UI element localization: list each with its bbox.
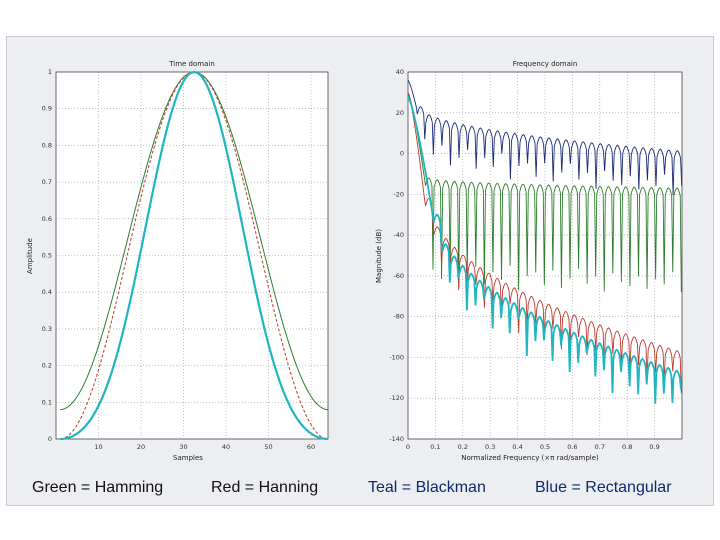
freq-xlabel: Normalized Frequency (×π rad/sample)	[461, 454, 599, 462]
freq-series-blackman	[407, 96, 682, 404]
freq-y-tick: -60	[393, 272, 404, 280]
legend-rectangular: Blue = Rectangular	[535, 479, 672, 496]
frequency-domain-panel: 0 0.1 0.2 0.3 0.4 0.5 0.6 0.7 0.8 0.9 -140 -120 -100…	[375, 60, 683, 462]
legend-hanning: Red = Hanning	[211, 479, 319, 496]
time-ylabel: Amplitude	[26, 238, 34, 274]
time-series-blackman	[60, 70, 329, 441]
time-y-tick: 0.7	[42, 178, 52, 186]
freq-y-tick: -120	[389, 394, 404, 402]
freq-x-tick: 0.4	[512, 443, 522, 451]
time-xlabel: Samples	[173, 454, 203, 462]
freq-series-group	[407, 79, 683, 404]
freq-x-tick: 0.5	[540, 443, 550, 451]
freq-x-tick: 0.8	[622, 443, 632, 451]
freq-series-rectangular	[407, 79, 683, 195]
time-x-tick: 40	[222, 443, 230, 451]
time-x-tick: 30	[179, 443, 187, 451]
freq-y-tick: -20	[393, 190, 404, 198]
time-x-tick: 60	[307, 443, 315, 451]
time-y-tick: 0.4	[42, 288, 52, 296]
time-y-tick: 0.8	[42, 141, 52, 149]
freq-series-hamming	[407, 92, 682, 293]
time-y-tick: 0	[48, 435, 52, 443]
time-y-tick: 0.6	[42, 215, 52, 223]
freq-x-tick: 0.3	[485, 443, 495, 451]
freq-x-tick: 0.9	[649, 443, 659, 451]
freq-x-tick: 0	[406, 443, 410, 451]
legend-hamming: Green = Hamming	[32, 479, 164, 496]
freq-title: Frequency domain	[513, 60, 578, 68]
freq-x-tick: 0.1	[430, 443, 440, 451]
time-tick-labels: 10 20 30 40 50 60 0 0.1 0.2 0.3 0.4 0.5 0.6 0.7 0.8 0.9…	[42, 68, 315, 451]
time-grid	[56, 72, 328, 439]
time-domain-panel: 10 20 30 40 50 60 0 0.1 0.2 0.3 0.4 0.5 0.6 0.7 0.8 0.9…	[26, 60, 329, 462]
legend-blackman: Teal = Blackman	[368, 479, 486, 496]
freq-x-tick: 0.7	[595, 443, 605, 451]
time-x-tick: 20	[137, 443, 145, 451]
freq-x-tick: 0.6	[567, 443, 577, 451]
time-title: Time domain	[168, 60, 215, 68]
time-y-tick: 0.5	[42, 252, 52, 260]
freq-tick-labels: 0 0.1 0.2 0.3 0.4 0.5 0.6 0.7 0.8 0.9 -140 -120 -100…	[389, 68, 660, 451]
time-y-tick: 0.2	[42, 362, 52, 370]
freq-y-tick: -80	[393, 313, 404, 321]
time-y-tick: 0.9	[42, 105, 52, 113]
time-series-hanning	[60, 71, 329, 440]
freq-y-tick: -40	[393, 231, 404, 239]
freq-y-tick: 40	[396, 68, 404, 76]
freq-x-tick: 0.2	[458, 443, 468, 451]
time-series-group	[60, 70, 329, 441]
freq-ylabel: Magnitude (dB)	[375, 229, 383, 283]
freq-y-tick: 0	[400, 150, 404, 158]
freq-y-tick: 20	[396, 109, 404, 117]
freq-series-hanning	[407, 92, 682, 394]
time-x-tick: 10	[94, 443, 102, 451]
time-x-tick: 50	[264, 443, 272, 451]
freq-y-tick: -100	[389, 353, 404, 361]
freq-y-tick: -140	[389, 435, 404, 443]
time-y-tick: 1	[48, 68, 52, 76]
time-y-tick: 0.1	[42, 398, 52, 406]
time-y-tick: 0.3	[42, 325, 52, 333]
